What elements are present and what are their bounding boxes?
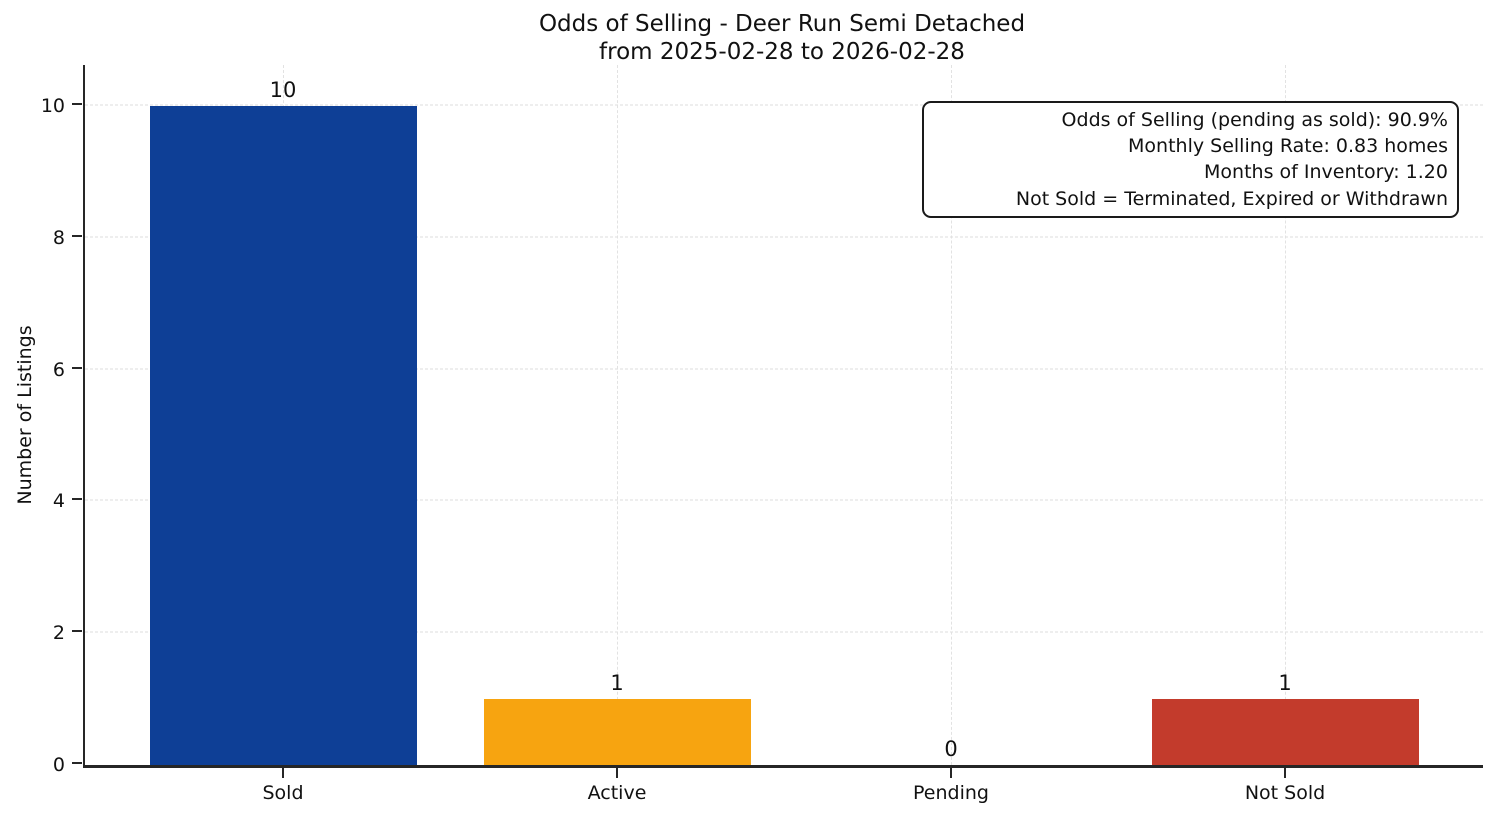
gridline-horizontal: [85, 631, 1483, 633]
gridline-horizontal: [85, 104, 1483, 106]
y-tick-label: 0: [52, 754, 65, 776]
y-tick-mark: [72, 498, 82, 501]
gridline-vertical: [1285, 65, 1286, 765]
y-tick-mark: [72, 630, 82, 633]
bar-not-sold: [1151, 699, 1419, 765]
bar-value-label: 1: [1278, 671, 1292, 696]
y-tick-mark: [72, 234, 82, 237]
gridline-horizontal: [85, 236, 1483, 238]
y-tick-label: 10: [40, 94, 65, 117]
x-tick-mark: [616, 768, 618, 778]
annotation-monthly-selling-rate: Monthly Selling Rate: 0.83 homes: [1128, 135, 1448, 158]
y-tick-mark: [72, 102, 82, 105]
gridline-horizontal: [85, 499, 1483, 501]
chart-title-line1: Odds of Selling - Deer Run Semi Detached: [538, 11, 1026, 37]
x-tick-label-sold: Sold: [262, 782, 304, 804]
annotation-odds-of-selling: Odds of Selling (pending as sold): 90.9%: [1061, 109, 1448, 131]
plot-area: 0 2 4 6 8 10 10 Sold 1 Active 0 Pending 1 Not Sold: [41, 65, 1483, 804]
x-tick-label-pending: Pending: [913, 782, 989, 804]
y-tick-mark: [72, 366, 82, 369]
gridline-vertical: [951, 65, 952, 765]
y-tick-label: 2: [52, 622, 65, 645]
y-tick-label: 8: [52, 226, 65, 249]
y-tick-label: 6: [52, 358, 65, 381]
chart-title-line2: from 2025-02-28 to 2026-02-28: [599, 39, 965, 65]
gridline-horizontal: [85, 368, 1483, 370]
x-tick-mark: [282, 768, 284, 778]
bar-active: [483, 699, 751, 765]
y-tick-mark: [72, 762, 82, 764]
bar-sold: [149, 105, 417, 765]
x-tick-label-not-sold: Not Sold: [1244, 782, 1326, 804]
gridline-vertical: [617, 65, 618, 765]
y-tick-label: 4: [52, 490, 65, 513]
annotation-box: Odds of Selling (pending as sold): 90.9%…: [922, 101, 1459, 218]
x-tick-label-active: Active: [587, 782, 647, 804]
bar-value-label: 1: [610, 671, 624, 696]
annotation-months-of-inventory: Months of Inventory: 1.20: [1204, 161, 1448, 184]
bar-value-label: 0: [944, 737, 958, 761]
y-axis-label: Number of Listings: [14, 325, 36, 505]
chart-title: Odds of Selling - Deer Run Semi Detached…: [83, 10, 1481, 66]
bar-value-label: 10: [269, 77, 297, 102]
annotation-not-sold-definition: Not Sold = Terminated, Expired or Withdr…: [1015, 187, 1448, 210]
x-tick-mark: [1284, 768, 1286, 778]
x-tick-mark: [950, 768, 952, 778]
